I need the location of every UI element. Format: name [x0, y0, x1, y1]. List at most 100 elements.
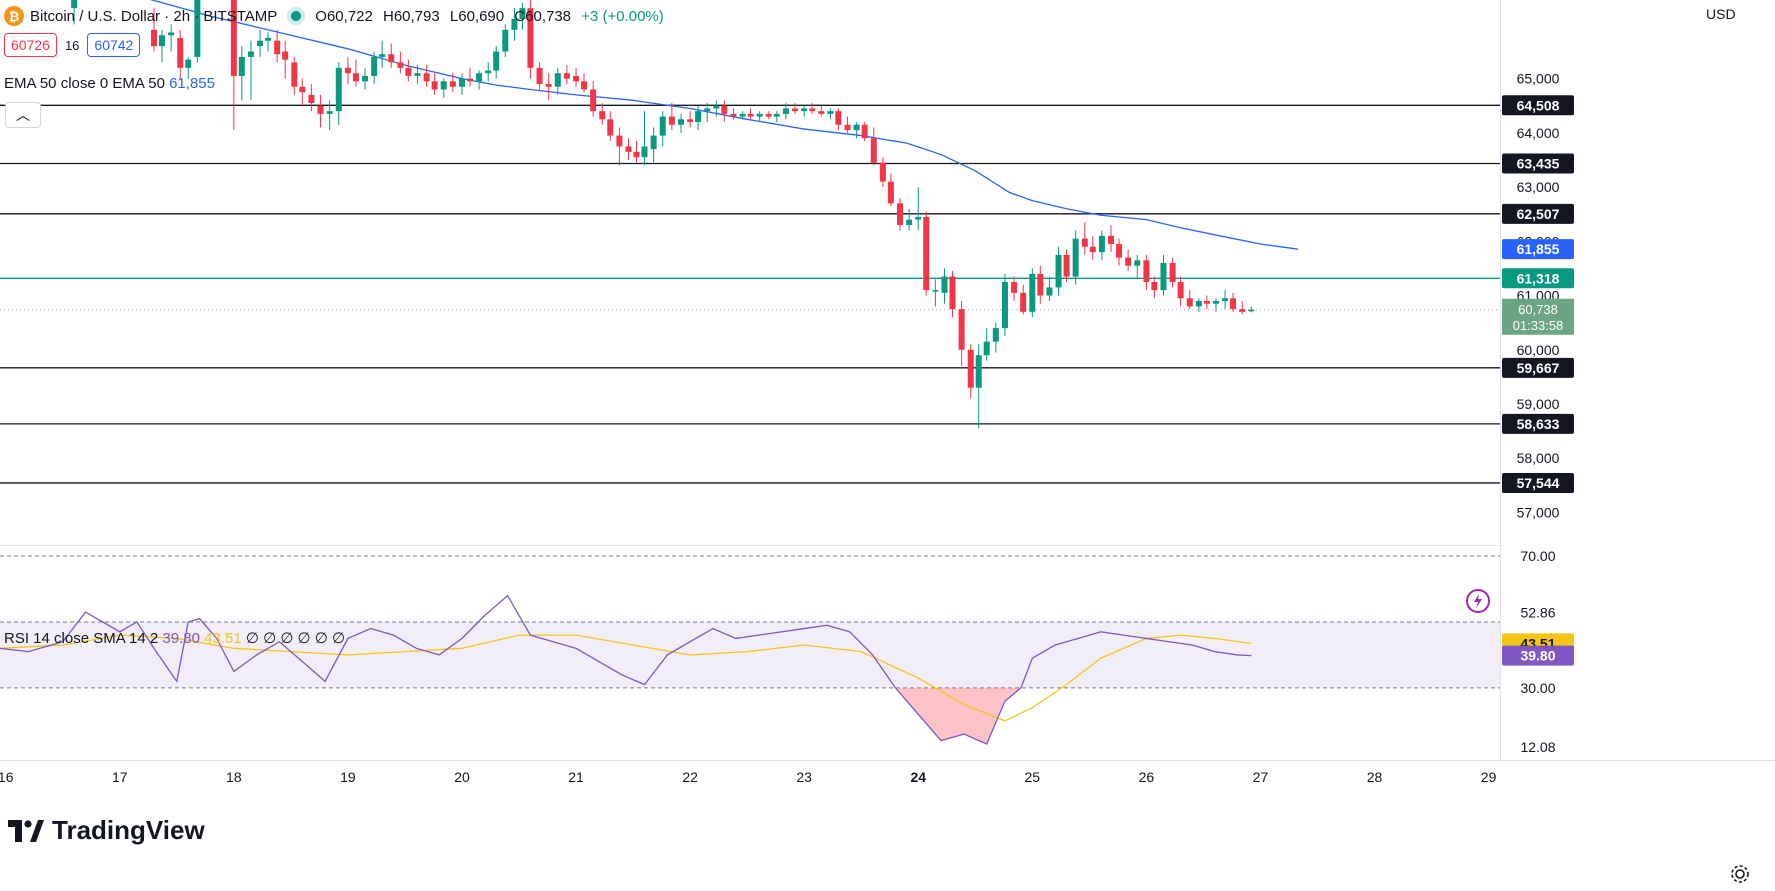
currency-selector[interactable]: USD: [1706, 6, 1736, 22]
level-price-label-bg: [1502, 268, 1574, 289]
candle-body: [397, 62, 404, 68]
candle-body: [975, 355, 982, 388]
rsi-tick-label: 30.00: [1520, 680, 1555, 696]
candle-body: [1212, 300, 1219, 304]
symbol-legend: ₿ Bitcoin / U.S. Dollar · 2h · BITSTAMP …: [4, 6, 670, 26]
candle-body: [625, 146, 632, 152]
candle-body: [458, 78, 465, 87]
collapse-legend-button[interactable]: ︿: [5, 102, 41, 128]
candle-body: [897, 203, 903, 226]
price-tick-label: 59,000: [1517, 396, 1560, 412]
rsi-tick-label: 12.08: [1520, 739, 1555, 755]
candle-body: [291, 62, 298, 87]
candle-body: [853, 124, 860, 131]
ema-legend[interactable]: EMA 50 close 0 EMA 50 61,855: [4, 75, 215, 92]
rsi-value: 39.80: [162, 630, 200, 647]
level-price-label-bg: [1502, 203, 1574, 224]
candle-body: [554, 73, 561, 87]
candle-body: [739, 113, 746, 117]
spread-value: 16: [64, 37, 80, 53]
candle-body: [299, 86, 306, 93]
candle-body: [607, 119, 614, 136]
candle-body: [599, 111, 606, 120]
candle-body: [573, 75, 580, 82]
time-tick-label: 24: [910, 769, 926, 785]
candle-body: [265, 37, 272, 41]
candle-body: [782, 108, 789, 114]
time-tick-label: 23: [796, 769, 812, 785]
candle-body: [423, 73, 430, 82]
price-tick-label: 57,000: [1517, 504, 1560, 520]
ema-value: 61,855: [169, 75, 215, 92]
time-tick-label: 19: [340, 769, 356, 785]
candle-body: [1195, 300, 1202, 307]
open-value: O60,722: [315, 7, 373, 25]
candle-body: [677, 119, 684, 125]
candle-body: [405, 67, 412, 76]
close-value: C60,738: [514, 7, 572, 25]
candle-body: [326, 111, 333, 114]
symbol-title[interactable]: Bitcoin / U.S. Dollar · 2h · BITSTAMP: [30, 7, 278, 25]
rsi-tick-label: 70.00: [1520, 548, 1555, 564]
candle-body: [801, 108, 808, 112]
candle-body: [1222, 298, 1229, 301]
time-tick-label: 16: [0, 769, 14, 785]
candle-body: [466, 78, 473, 82]
candle-body: [668, 116, 675, 125]
candle-body: [983, 341, 990, 356]
time-tick-label: 22: [682, 769, 698, 785]
time-tick-label: 25: [1025, 769, 1041, 785]
candle-body: [967, 349, 974, 388]
candle-body: [230, 0, 237, 76]
candle-body: [414, 73, 421, 76]
candle-body: [71, 0, 78, 9]
level-price-label: 64,508: [1517, 97, 1560, 113]
rsi-line: [0, 594, 1252, 745]
gear-icon[interactable]: [1729, 863, 1751, 885]
level-price-label: 59,667: [1517, 360, 1560, 376]
level-price-label-bg: [1502, 357, 1574, 378]
candle-body: [194, 0, 201, 57]
market-open-icon: [291, 11, 302, 21]
candle-body: [818, 111, 825, 114]
price-tick-label: 60,000: [1517, 342, 1560, 358]
candle-body: [1116, 244, 1123, 258]
time-tick-label: 29: [1481, 769, 1497, 785]
candle-body: [1029, 273, 1036, 312]
candle-body: [168, 32, 175, 36]
tradingview-logo-text: TradingView: [52, 815, 205, 845]
candle-body: [1063, 254, 1070, 277]
flash-icon[interactable]: [1463, 586, 1493, 616]
candle-body: [485, 70, 492, 74]
candle-body: [633, 151, 640, 158]
level-price-label-bg: [1502, 413, 1574, 434]
candle-body: [440, 81, 447, 90]
candle-body: [915, 216, 922, 220]
countdown-label: 01:33:58: [1513, 318, 1564, 333]
sell-price-button[interactable]: 60726: [4, 33, 57, 57]
candle-body: [1055, 254, 1062, 288]
rsi-legend[interactable]: RSI 14 close SMA 14 2 39.80 43.51 ∅ ∅ ∅ …: [4, 629, 345, 647]
tradingview-logo[interactable]: TradingView: [8, 815, 205, 846]
candle-body: [879, 162, 886, 182]
candle-body: [511, 18, 518, 30]
candle-body: [887, 181, 894, 204]
price-tick-label: 64,000: [1517, 125, 1560, 141]
time-tick-label: 26: [1139, 769, 1155, 785]
time-tick-label: 18: [226, 769, 242, 785]
candle-body: [747, 113, 754, 117]
buy-price-button[interactable]: 60742: [87, 33, 141, 57]
candle-body: [1160, 263, 1167, 291]
candle-body: [1143, 260, 1150, 282]
candle-body: [687, 119, 694, 123]
rsi-price-label-bg: [1502, 645, 1574, 666]
high-value: H60,793: [383, 7, 440, 25]
candle-body: [958, 309, 965, 350]
candle-body: [844, 124, 851, 131]
candle-body: [695, 111, 702, 123]
candle-body: [247, 51, 254, 57]
candle-body: [870, 138, 877, 163]
candle-body: [388, 54, 395, 63]
level-price-label: 61,318: [1517, 270, 1560, 286]
